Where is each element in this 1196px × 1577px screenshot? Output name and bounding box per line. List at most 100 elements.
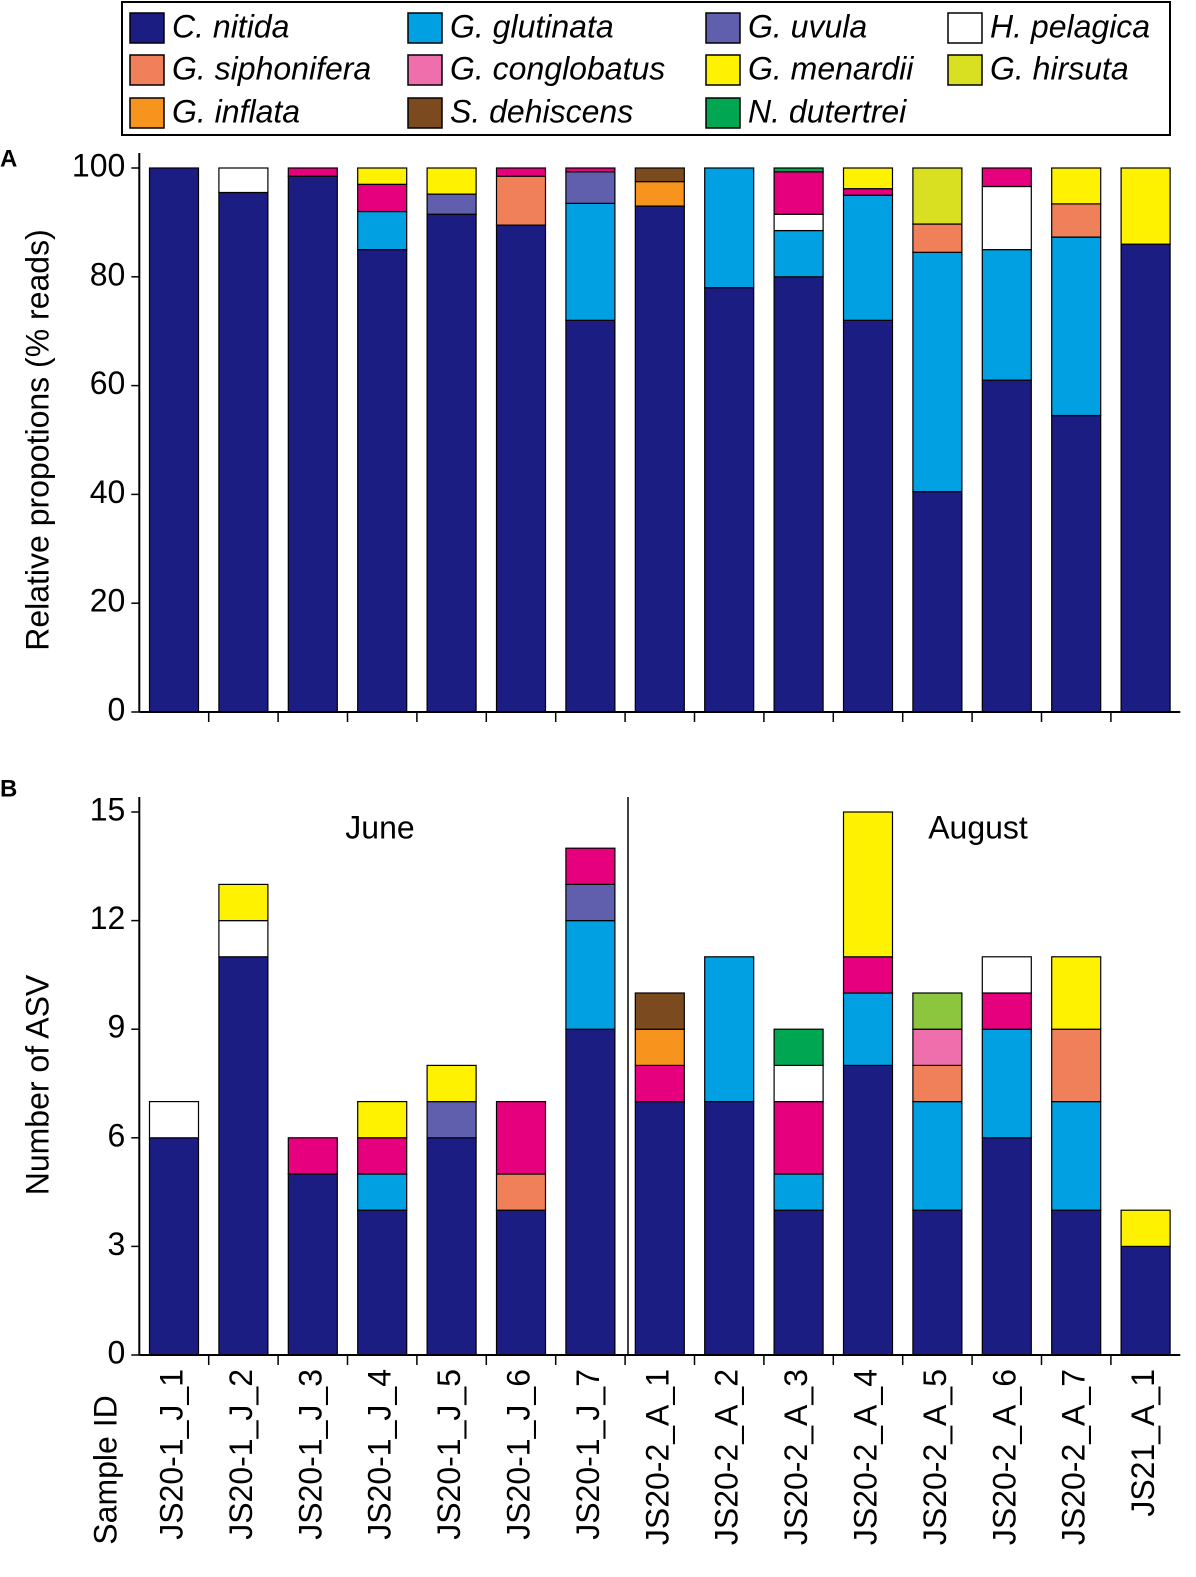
y-tick-label: 9 [108, 1009, 126, 1045]
panel-label: B [0, 775, 17, 802]
bar-segment [565, 171, 616, 204]
bar-segment [565, 1028, 616, 1356]
bar-segment [287, 1137, 338, 1175]
bar-segment [426, 1064, 477, 1103]
y-tick-label: 20 [90, 583, 126, 619]
bar-segment [981, 379, 1032, 713]
legend-label: N. dutertrei [748, 93, 907, 129]
bar-segment [842, 188, 894, 196]
bar-segment [218, 191, 269, 713]
bar-segment [842, 992, 894, 1067]
bar-segment [565, 919, 616, 1030]
bar-segment [357, 1173, 408, 1211]
bar-segment [912, 167, 963, 225]
bar-segment [773, 1209, 824, 1356]
bar-segment [912, 1064, 963, 1103]
x-axis-label: Sample ID [87, 1395, 123, 1544]
bar-segment [634, 992, 685, 1030]
bar-segment [565, 883, 616, 922]
x-tick-label: JS20-1_J_5 [431, 1369, 467, 1540]
bar-segment [1120, 167, 1171, 245]
legend-label: G. uvula [748, 8, 867, 44]
bar-segment [773, 1100, 824, 1175]
bar-segment [912, 223, 963, 253]
bar-segment [634, 1064, 685, 1103]
bar-segment [148, 1100, 200, 1139]
bar-segment [704, 1100, 755, 1356]
bar-segment [357, 210, 408, 251]
panel-label: A [0, 145, 17, 172]
y-tick-label: 40 [90, 474, 126, 510]
x-tick-label: JS20-2_A_3 [778, 1369, 814, 1545]
bar-segment [1051, 203, 1102, 238]
bar-segment [357, 183, 408, 213]
legend-swatch [129, 97, 165, 129]
bar-segment [981, 956, 1032, 994]
bar-segment [1051, 1209, 1102, 1356]
y-tick-label: 15 [90, 791, 126, 827]
x-tick-label: JS20-2_A_4 [847, 1369, 883, 1545]
x-tick-label: JS20-1_J_4 [362, 1369, 398, 1540]
bar-segment [981, 249, 1032, 381]
legend-swatch [947, 54, 983, 86]
x-tick-label: JS20-1_J_7 [570, 1369, 606, 1540]
bar-segment [912, 1028, 963, 1066]
bar-segment [426, 193, 477, 215]
legend-label: G. hirsuta [990, 50, 1129, 86]
bar-segment [426, 167, 477, 195]
y-tick-label: 6 [108, 1117, 126, 1153]
x-tick-label: JS20-2_A_6 [986, 1369, 1022, 1545]
bar-segment [773, 276, 824, 713]
bar-segment [912, 1209, 963, 1356]
bar-segment [495, 1100, 547, 1175]
bar-segment [1051, 167, 1102, 205]
bar-segment [704, 167, 755, 289]
y-tick-label: 60 [90, 365, 126, 401]
bar-segment [842, 811, 894, 958]
x-tick-label: JS21_A_1 [1125, 1369, 1161, 1517]
bar-segment [842, 956, 894, 994]
legend-label: G. inflata [172, 93, 300, 129]
y-tick-label: 80 [90, 256, 126, 292]
bar-segment [565, 202, 616, 321]
legend-label: G. glutinata [450, 8, 614, 44]
bar-segment [357, 167, 408, 185]
bar-segment [773, 171, 824, 215]
bar-segment [565, 847, 616, 886]
bar-segment [981, 167, 1032, 188]
bar-segment [218, 919, 269, 958]
bar-segment [287, 167, 338, 177]
bar-segment [148, 167, 200, 713]
x-tick-label: JS20-1_J_2 [223, 1369, 259, 1540]
legend-label: G. conglobatus [450, 50, 665, 86]
y-axis-label: Relative propotions (% reads) [19, 229, 55, 651]
bar-segment [287, 175, 338, 713]
annotation: August [928, 809, 1028, 845]
bar-segment [773, 229, 824, 278]
legend-label: C. nitida [172, 8, 289, 44]
legend-box [121, 1, 1171, 136]
bar-segment [148, 1137, 200, 1356]
bar-segment [357, 1209, 408, 1356]
bar-segment [773, 167, 824, 173]
bar-segment [634, 181, 685, 207]
x-tick-label: JS20-1_J_3 [292, 1369, 328, 1540]
bar-segment [495, 167, 547, 177]
y-tick-label: 12 [90, 900, 126, 936]
y-tick-label: 3 [108, 1226, 126, 1262]
y-tick-label: 0 [108, 691, 126, 727]
bar-segment [1051, 236, 1102, 417]
bar-segment [773, 1028, 824, 1066]
bar-segment [1120, 1245, 1171, 1356]
bar-segment [426, 213, 477, 713]
bar-segment [634, 167, 685, 183]
x-tick-label: JS20-2_A_1 [639, 1369, 675, 1545]
bar-segment [287, 1173, 338, 1356]
legend-label: S. dehiscens [450, 93, 633, 129]
legend-label: H. pelagica [990, 8, 1150, 44]
bar-segment [634, 205, 685, 713]
legend-swatch [705, 97, 741, 129]
bar-segment [1120, 243, 1171, 713]
bar-segment [981, 1028, 1032, 1139]
